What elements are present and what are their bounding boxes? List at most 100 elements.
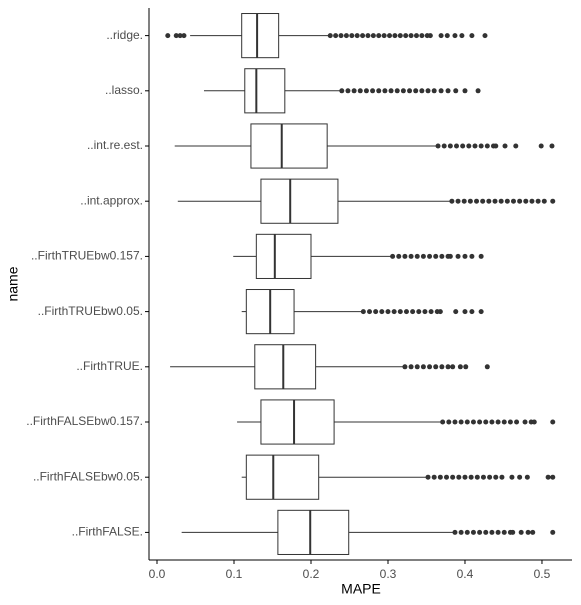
outlier [425,474,431,480]
y-tick-label: ..FirthTRUEbw0.05. [38,304,143,318]
outlier [419,88,425,94]
outlier [343,33,349,39]
outlier [545,474,551,480]
outlier [422,309,428,315]
y-tick-label: ..int.approx. [80,193,143,207]
outlier [477,419,483,425]
box [254,344,317,390]
outlier [408,253,414,259]
outlier [535,198,541,204]
outlier [495,529,501,535]
outlier [376,33,382,39]
outlier [391,309,397,315]
outlier [397,309,403,315]
outlier [392,33,398,39]
outlier [354,33,360,39]
outlier [445,364,451,370]
outlier [428,309,434,315]
box [260,178,339,224]
box [250,123,328,169]
outlier [472,143,478,149]
outlier [438,33,444,39]
outlier [550,529,556,535]
outlier [502,143,508,149]
box [244,68,286,114]
outlier [420,253,426,259]
outlier [510,198,516,204]
outlier [382,88,388,94]
y-tick-label: ..FirthFALSE. [72,525,143,539]
outlier [453,88,459,94]
outlier [373,309,379,315]
outlier [501,419,507,425]
outlier [517,198,523,204]
outlier [477,529,483,535]
outlier [333,33,339,39]
outlier [470,529,476,535]
outlier [480,198,486,204]
outlier [531,419,537,425]
outlier [484,364,490,370]
y-tick-label: ..lasso. [105,83,143,97]
outlier [550,419,556,425]
outlier [345,88,351,94]
outlier [460,143,466,149]
outlier [439,253,445,259]
outlier [387,33,393,39]
outlier [414,364,420,370]
outlier [455,253,461,259]
outlier [433,253,439,259]
outlier [550,198,556,204]
outlier [462,253,468,259]
outlier [452,33,458,39]
outlier [464,529,470,535]
outlier [397,33,403,39]
outlier [177,33,183,39]
outlier [447,253,453,259]
outlier [437,474,443,480]
outlier [529,198,535,204]
outlier [438,88,444,94]
x-tick-label: 0.2 [303,567,320,581]
outlier [376,88,382,94]
outlier [431,474,437,480]
y-tick-label: ..FirthFALSEbw0.05. [33,469,143,483]
outlier [445,88,451,94]
outlier [407,88,413,94]
outlier [464,419,470,425]
outlier [475,88,481,94]
outlier [363,88,369,94]
outlier [367,309,373,315]
outlier [408,364,414,370]
outlier [357,88,363,94]
outlier [489,419,495,425]
outlier [403,309,409,315]
outlier [522,419,528,425]
y-tick-label: ..ridge. [106,28,143,42]
outlier [480,474,486,480]
outlier [507,419,513,425]
outlier [501,529,507,535]
outlier [440,419,446,425]
outlier [427,33,433,39]
outlier [461,198,467,204]
outlier [510,529,516,535]
outlier [450,364,456,370]
outlier [379,309,385,315]
outlier [538,143,544,149]
outlier [433,364,439,370]
outlier [414,253,420,259]
outlier [518,529,524,535]
outlier [493,143,499,149]
outlier [457,364,463,370]
outlier [478,309,484,315]
outlier [483,529,489,535]
outlier [469,309,475,315]
outlier [486,198,492,204]
outlier [456,474,462,480]
outlier [351,88,357,94]
outlier [181,33,187,39]
outlier [365,33,371,39]
outlier [410,309,416,315]
